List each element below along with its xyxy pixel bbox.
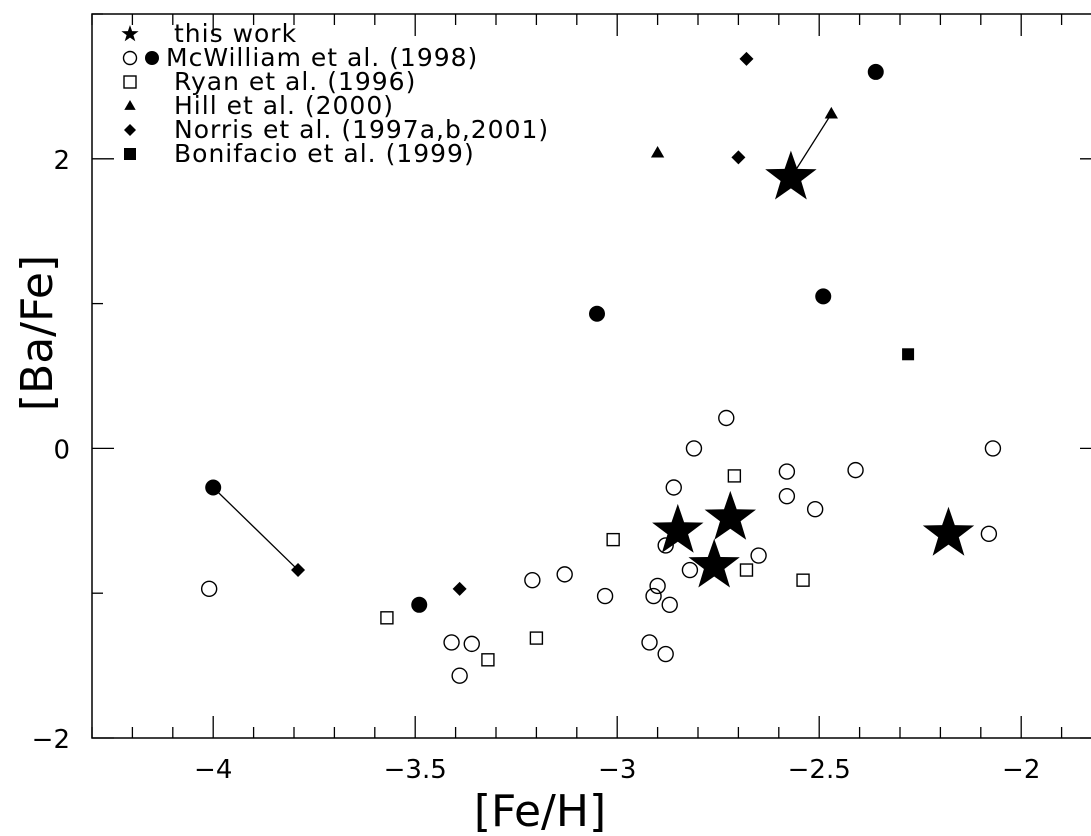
circle-open-point: [443, 634, 460, 651]
star-point: [688, 538, 740, 588]
star-point: [765, 150, 817, 200]
triangle-filled-point: [650, 146, 665, 158]
triangle-filled-point: [824, 106, 838, 119]
legend-label: Ryan et al. (1996): [174, 67, 416, 96]
circle-open-point: [980, 525, 998, 543]
circle-filled-point: [589, 305, 605, 322]
x-tick-label: −3: [598, 755, 636, 785]
square-open-legend-marker: [123, 75, 137, 89]
circle-open-point: [718, 409, 735, 427]
legend-entry: Ryan et al. (1996): [123, 67, 416, 96]
circle-open-point: [806, 501, 824, 518]
square-open-point: [380, 611, 394, 625]
axis-ticks: [91, 13, 1091, 739]
y-tick-label: 0: [53, 435, 70, 465]
circle-filled-point: [205, 479, 222, 496]
legend-label: Bonifacio et al. (1999): [174, 139, 475, 168]
circle-filled-legend-marker: [145, 51, 159, 65]
circle-open-point: [661, 596, 678, 613]
square-filled-point: [902, 348, 915, 361]
circle-open-point: [685, 440, 703, 457]
legend-entry: Bonifacio et al. (1999): [124, 139, 475, 168]
circle-filled-point: [867, 63, 884, 80]
circle-open-point: [200, 580, 218, 598]
star-point: [922, 506, 975, 556]
square-filled-legend-marker: [124, 148, 136, 160]
legend-entry: Hill et al. (2000): [124, 91, 394, 120]
circle-open-point: [524, 571, 541, 589]
square-open-point: [481, 653, 495, 667]
y-axis-label: [Ba/Fe]: [12, 255, 63, 411]
circle-open-point: [556, 566, 573, 583]
circle-open-point: [984, 440, 1002, 457]
circle-open-point: [645, 587, 662, 605]
x-tick-label: −3.5: [384, 755, 447, 785]
circle-open-point: [847, 461, 864, 479]
x-axis-label: [Fe/H]: [474, 786, 606, 836]
diamond-filled-legend-marker: [124, 124, 136, 136]
circle-open-point: [463, 635, 480, 653]
circle-open-point: [778, 487, 796, 505]
legend-label: this work: [174, 19, 297, 48]
circle-open-point: [451, 667, 468, 684]
tick-labels: −4 −3.5 −3 −2.5 −2 −2 0 2: [32, 146, 1041, 785]
square-open-point: [529, 631, 544, 645]
square-open-point: [606, 532, 620, 547]
y-tick-label: −2: [32, 725, 70, 755]
circle-open-point: [665, 479, 682, 496]
triangle-filled-legend-marker: [124, 100, 136, 110]
x-tick-label: −4: [194, 755, 232, 785]
legend-entry: Norris et al. (1997a,b,2001): [124, 115, 549, 144]
legend-label: Norris et al. (1997a,b,2001): [174, 115, 549, 144]
legend-label: McWilliam et al. (1998): [166, 43, 478, 72]
circle-open-point: [657, 645, 674, 663]
data-points: [200, 51, 1002, 684]
star-point: [704, 490, 756, 540]
circle-open-point: [649, 577, 666, 595]
diamond-filled-point: [739, 51, 754, 66]
diamond-filled-point: [731, 150, 746, 165]
circle-open-point: [750, 547, 767, 564]
plot-frame: [91, 13, 1091, 739]
circle-open-point: [778, 463, 796, 480]
diamond-filled-point: [291, 563, 306, 578]
connector-line: [790, 113, 832, 178]
circle-filled-point: [411, 596, 428, 613]
legend-label: Hill et al. (2000): [174, 91, 394, 120]
circle-open-legend-marker: [122, 50, 138, 66]
x-tick-label: −2: [1002, 755, 1040, 785]
circle-open-point: [596, 587, 614, 605]
circle-open-point: [641, 634, 658, 651]
star-point: [652, 503, 704, 553]
square-open-point: [796, 573, 810, 587]
connector-line: [212, 487, 299, 571]
circle-filled-point: [815, 288, 832, 305]
star-legend-marker: [121, 25, 139, 42]
x-tick-label: −2.5: [788, 755, 851, 785]
y-tick-label: 2: [53, 146, 70, 176]
legend-entry: this work: [121, 19, 297, 48]
square-open-point: [727, 469, 742, 483]
circle-open-point: [657, 537, 674, 554]
connector-lines: [212, 113, 832, 571]
legend-entry: McWilliam et al. (1998): [122, 43, 478, 72]
circle-open-point: [681, 561, 699, 579]
square-open-point: [739, 563, 754, 577]
diamond-filled-point: [452, 581, 467, 596]
